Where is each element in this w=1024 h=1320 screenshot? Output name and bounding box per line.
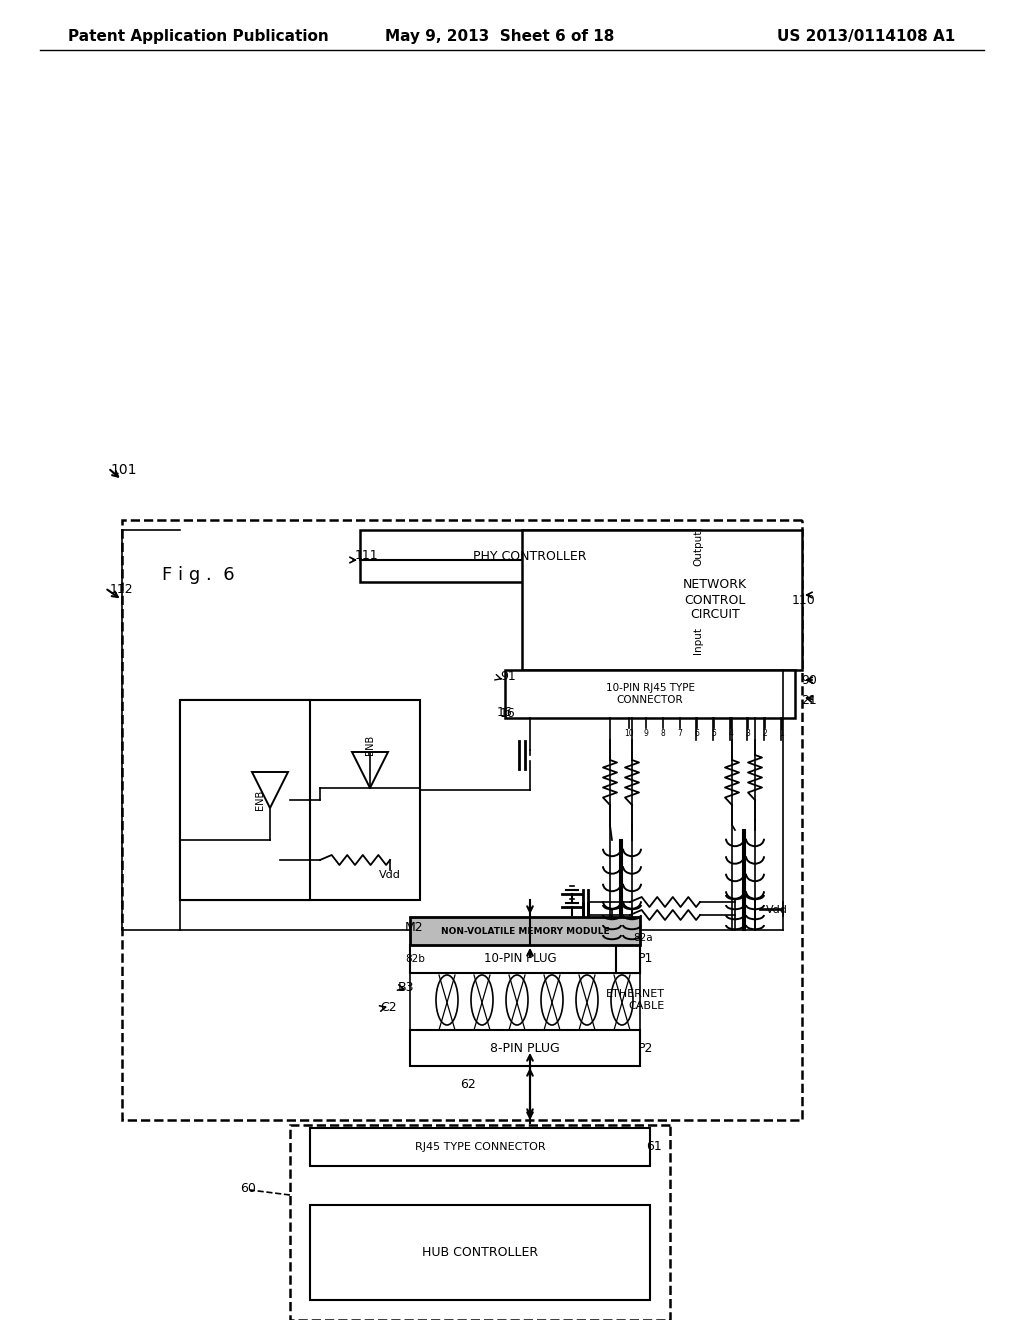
Bar (122, 520, 802, 1119)
Bar (616, 945, 640, 973)
Text: Input: Input (693, 627, 703, 653)
Text: ETHERNET
CABLE: ETHERNET CABLE (606, 989, 665, 1011)
Text: HUB CONTROLLER: HUB CONTROLLER (422, 1246, 538, 1258)
Text: PHY CONTROLLER: PHY CONTROLLER (473, 549, 587, 562)
Bar (180, 700, 310, 900)
Text: 8: 8 (660, 729, 666, 738)
Text: B3: B3 (398, 982, 415, 994)
Text: 4: 4 (728, 729, 733, 738)
Text: 111: 111 (355, 549, 379, 562)
Bar (410, 1030, 640, 1067)
Text: M2: M2 (406, 921, 424, 935)
Text: 2: 2 (763, 729, 767, 738)
Text: P2: P2 (638, 1041, 653, 1055)
Text: 61: 61 (646, 1140, 662, 1154)
Bar (310, 1205, 650, 1300)
Text: P1: P1 (638, 953, 653, 965)
Bar (180, 700, 420, 900)
Text: US 2013/0114108 A1: US 2013/0114108 A1 (777, 29, 955, 45)
Text: 90: 90 (801, 673, 817, 686)
Text: Vdd: Vdd (766, 906, 788, 915)
Text: 9: 9 (643, 729, 648, 738)
Bar (360, 531, 700, 582)
Text: 5: 5 (712, 729, 717, 738)
Bar (410, 917, 640, 945)
Text: 10-PIN PLUG: 10-PIN PLUG (483, 953, 556, 965)
Text: 60: 60 (240, 1181, 256, 1195)
Text: C2: C2 (380, 1002, 396, 1015)
Text: ENB: ENB (255, 789, 265, 810)
Text: 3: 3 (745, 729, 751, 738)
Text: 110: 110 (792, 594, 815, 606)
Text: 101: 101 (110, 463, 136, 477)
Text: 1: 1 (779, 729, 784, 738)
Text: May 9, 2013  Sheet 6 of 18: May 9, 2013 Sheet 6 of 18 (385, 29, 614, 45)
Text: 8-PIN PLUG: 8-PIN PLUG (490, 1041, 560, 1055)
Text: 82b: 82b (406, 954, 425, 964)
Bar (290, 1125, 670, 1320)
Text: 62: 62 (460, 1078, 476, 1092)
Text: 21: 21 (801, 693, 817, 706)
Bar (505, 671, 795, 718)
Text: Output: Output (693, 529, 703, 566)
Text: 91: 91 (500, 671, 516, 684)
Text: 6: 6 (694, 729, 699, 738)
Text: Vdd: Vdd (379, 870, 401, 880)
Text: 10-PIN RJ45 TYPE
CONNECTOR: 10-PIN RJ45 TYPE CONNECTOR (605, 684, 694, 705)
Text: 82a: 82a (634, 933, 653, 942)
Bar (410, 970, 640, 1030)
Text: RJ45 TYPE CONNECTOR: RJ45 TYPE CONNECTOR (415, 1142, 546, 1152)
Text: F i g .  6: F i g . 6 (162, 566, 234, 583)
Text: Patent Application Publication: Patent Application Publication (68, 29, 329, 45)
Text: 16: 16 (497, 706, 513, 719)
Text: 16: 16 (500, 708, 516, 721)
Text: 10: 10 (625, 729, 634, 738)
Text: 7: 7 (678, 729, 682, 738)
Bar (522, 531, 802, 671)
Text: ENB: ENB (365, 735, 375, 755)
Text: NETWORK
CONTROL
CIRCUIT: NETWORK CONTROL CIRCUIT (683, 578, 748, 622)
Text: 112: 112 (110, 583, 133, 597)
Text: NON-VOLATILE MEMORY MODULE: NON-VOLATILE MEMORY MODULE (440, 927, 609, 936)
Bar (310, 1129, 650, 1166)
Bar (410, 945, 640, 973)
